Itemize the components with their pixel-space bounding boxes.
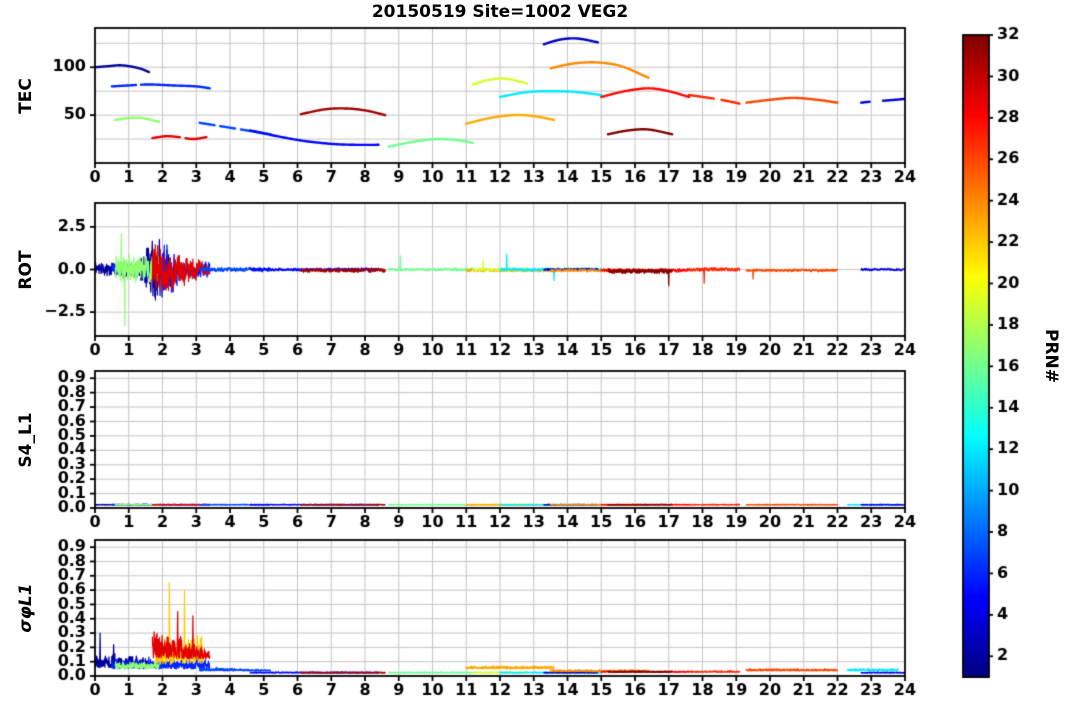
ylabel-tec: TEC [16, 78, 36, 114]
ylabel-sigma-phi-l1: σφL1 [16, 583, 36, 633]
colorbar-label: PRN# [1041, 328, 1061, 384]
chart-title: 20150519 Site=1002 VEG2 [371, 2, 629, 22]
ylabel-s4-l1: S4_L1 [16, 412, 36, 468]
ylabel-rot: ROT [16, 250, 36, 290]
